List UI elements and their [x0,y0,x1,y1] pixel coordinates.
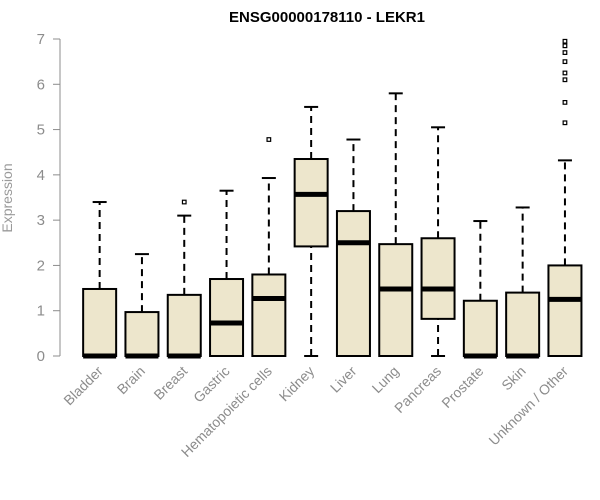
y-tick-label-6: 6 [37,76,45,93]
outlier-point [562,120,568,126]
box-brain [124,253,160,359]
box-iqr [166,293,202,358]
x-tick-label-pancreas: Pancreas [391,363,444,416]
box-iqr [420,237,456,320]
x-tick-label-kidney: Kidney [276,363,318,405]
outlier-point [562,99,568,105]
y-tick-label-7: 7 [37,31,45,48]
y-axis-label: Expression [0,163,15,232]
y-tick-label-2: 2 [37,257,45,274]
box-iqr [293,158,329,248]
box-skin [505,206,541,359]
x-tick-label-brain: Brain [114,363,148,397]
outlier-point [562,38,568,44]
y-tick-label-1: 1 [37,303,45,320]
outlier-point [562,43,568,49]
box-iqr [505,291,541,358]
x-tick-label-prostate: Prostate [438,363,486,411]
x-tick-label-bladder: Bladder [60,363,106,409]
x-tick-label-lung: Lung [369,363,402,396]
box-unknown-other [547,38,583,357]
box-breast [166,199,202,359]
outlier-point [181,199,187,205]
outlier-point [562,77,568,83]
y-tick-label-3: 3 [37,212,45,229]
outlier-point [562,59,568,65]
box-pancreas [420,126,456,357]
boxes [82,38,583,359]
box-iqr [462,299,498,358]
box-iqr [124,311,160,357]
x-tick-label-skin: Skin [498,363,529,394]
box-iqr [335,210,371,357]
box-bladder [82,201,118,359]
box-lung [378,92,414,357]
box-iqr [251,273,287,357]
box-gastric [209,189,245,357]
box-prostate [462,220,498,359]
box-iqr [547,264,583,357]
box-iqr [82,287,118,357]
x-tick-label-unknown-other: Unknown / Other [485,363,571,449]
y-axis: 0 1 2 3 4 5 6 7 [37,31,61,365]
box-kidney [293,105,329,357]
x-tick-label-liver: Liver [327,363,360,396]
y-tick-label-0: 0 [37,348,45,365]
box-iqr [378,243,414,357]
x-tick-label-breast: Breast [150,363,190,403]
outlier-point [562,50,568,55]
outlier-point [266,137,272,142]
box-liver [335,138,371,357]
box-iqr [209,278,245,357]
box-hematopoietic-cells [251,137,287,357]
y-tick-label-4: 4 [37,167,45,184]
outlier-point [562,70,568,76]
chart-title: ENSG00000178110 - LEKR1 [229,9,425,26]
y-tick-label-5: 5 [37,122,45,139]
